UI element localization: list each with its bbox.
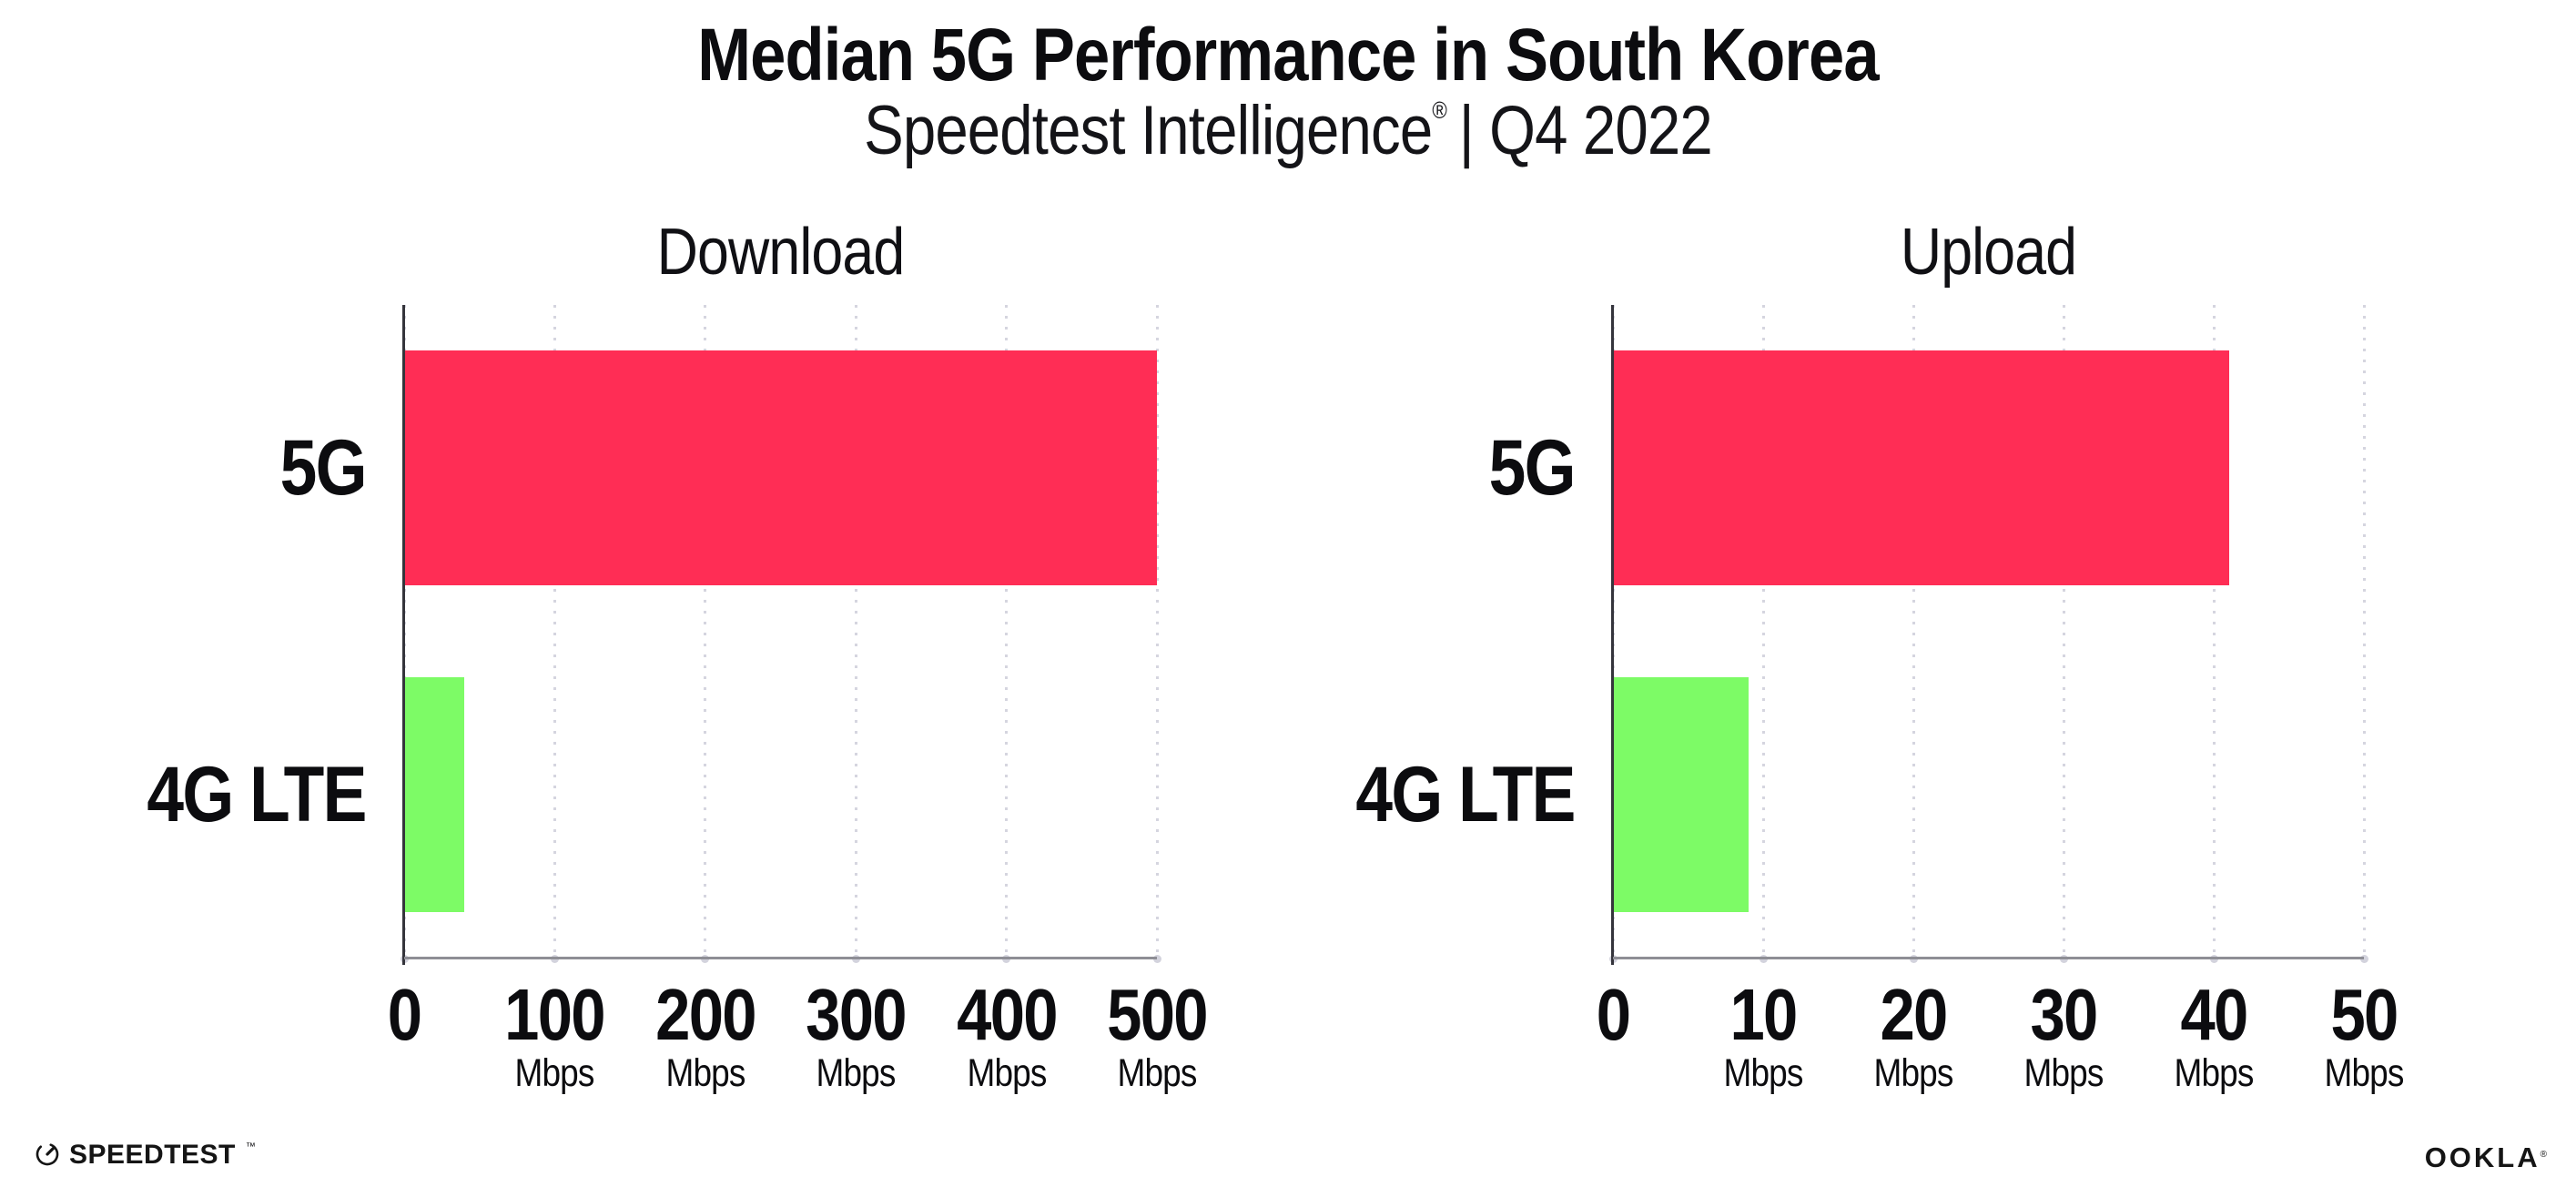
x-tick-value: 30: [2030, 974, 2098, 1055]
x-tick-label-100: 100 Mbps: [504, 974, 606, 1096]
ookla-logo: OOKLA®: [2425, 1141, 2547, 1174]
x-tick-label-500: 500 Mbps: [1107, 974, 1208, 1096]
x-tick-value: 0: [1596, 974, 1631, 1055]
gridline-20: [1912, 305, 1915, 958]
x-tick-unit: Mbps: [514, 1051, 595, 1095]
subtitle-period: | Q4 2022: [1458, 92, 1713, 169]
x-tick-unit: Mbps: [2324, 1051, 2405, 1095]
x-tick-value: 100: [504, 974, 606, 1055]
x-tick-unit: Mbps: [816, 1051, 897, 1095]
y-axis-line: [402, 305, 405, 965]
axis-tick-dot-40: [2209, 955, 2218, 963]
x-tick-value: 10: [1729, 974, 1798, 1055]
ookla-wordmark: OOKLA: [2424, 1141, 2541, 1173]
axis-tick-dot-500: [1152, 955, 1161, 963]
category-label-5g: 5G: [279, 424, 368, 512]
axis-tick-dot-400: [1002, 955, 1011, 963]
gridline-300: [854, 305, 857, 958]
x-tick-label-20: 20 Mbps: [1873, 974, 1954, 1096]
axis-tick-dot-100: [550, 955, 559, 963]
gridline-100: [553, 305, 556, 958]
x-tick-unit: Mbps: [967, 1051, 1047, 1095]
trademark-icon: ™: [245, 1141, 256, 1152]
bar-5g: [404, 350, 1157, 586]
axis-tick-dot-50: [2359, 955, 2368, 963]
bar-4g-lte: [1613, 676, 1749, 912]
x-tick-unit: Mbps: [1723, 1051, 1804, 1095]
x-tick-value: 40: [2180, 974, 2248, 1055]
gridline-200: [704, 305, 707, 958]
x-tick-unit: Mbps: [1873, 1051, 1954, 1095]
gridline-400: [1005, 305, 1009, 958]
category-label-4g-lte: 4G LTE: [1355, 750, 1577, 838]
gridline-40: [2212, 305, 2216, 958]
x-tick-unit: Mbps: [665, 1051, 745, 1095]
x-axis-line: [404, 956, 1157, 959]
speedtest-logo: SPEEDTEST ™: [35, 1140, 256, 1171]
x-tick-value: 0: [387, 974, 422, 1055]
registered-trademark-icon: ®: [1432, 96, 1446, 124]
x-tick-label-40: 40 Mbps: [2174, 974, 2255, 1096]
gridline-500: [1155, 305, 1159, 958]
category-label-5g: 5G: [1488, 424, 1577, 512]
x-tick-unit: Mbps: [2023, 1051, 2104, 1095]
x-tick-value: 500: [1107, 974, 1208, 1055]
x-tick-label-400: 400 Mbps: [956, 974, 1058, 1096]
x-tick-value: 400: [956, 974, 1058, 1055]
axis-tick-dot-30: [2059, 955, 2068, 963]
x-tick-label-0: 0: [387, 974, 422, 1055]
x-tick-value: 300: [806, 974, 907, 1055]
x-tick-label-10: 10 Mbps: [1723, 974, 1804, 1096]
speedtest-wordmark: SPEEDTEST: [69, 1140, 236, 1170]
speedtest-gauge-icon: [35, 1141, 60, 1171]
category-label-4g-lte: 4G LTE: [147, 750, 368, 838]
plot-area-download: 0 100 Mbps 200 Mbps 300 Mbps 400 Mbps 500 Mbps 5G 4G…: [147, 305, 1209, 1095]
x-tick-label-30: 30 Mbps: [2023, 974, 2104, 1096]
chart-title-upload: Upload: [1900, 216, 2077, 289]
x-tick-unit: Mbps: [2174, 1051, 2255, 1095]
x-tick-label-200: 200 Mbps: [654, 974, 756, 1096]
y-axis-line: [1611, 305, 1614, 965]
registered-trademark-icon: ®: [2540, 1150, 2547, 1160]
x-tick-value: 20: [1880, 974, 1948, 1055]
axis-tick-dot-10: [1759, 955, 1768, 963]
x-tick-value: 50: [2330, 974, 2399, 1055]
bar-4g-lte: [404, 676, 465, 912]
gridline-10: [1761, 305, 1765, 958]
chart-title-download: Download: [656, 216, 905, 289]
x-tick-label-300: 300 Mbps: [806, 974, 907, 1096]
subtitle-brand: Speedtest Intelligence: [864, 92, 1433, 169]
gridline-50: [2362, 305, 2366, 958]
axis-tick-dot-20: [1909, 955, 1918, 963]
axis-tick-dot-200: [701, 955, 710, 963]
plot-area-upload: 0 10 Mbps 20 Mbps 30 Mbps 40 Mbps 50 Mbps 5G 4G LTE: [1356, 305, 2404, 1095]
x-tick-unit: Mbps: [1117, 1051, 1197, 1095]
x-axis-line: [1613, 956, 2364, 959]
x-tick-value: 200: [654, 974, 756, 1055]
page-title: Median 5G Performance in South Korea: [697, 14, 1879, 96]
x-tick-label-0: 0: [1596, 974, 1631, 1055]
axis-tick-dot-300: [851, 955, 860, 963]
x-tick-label-50: 50 Mbps: [2324, 974, 2405, 1096]
bar-5g: [1613, 350, 2229, 586]
gridline-30: [2062, 305, 2065, 958]
page-subtitle: Speedtest Intelligence® | Q4 2022: [180, 91, 2396, 170]
